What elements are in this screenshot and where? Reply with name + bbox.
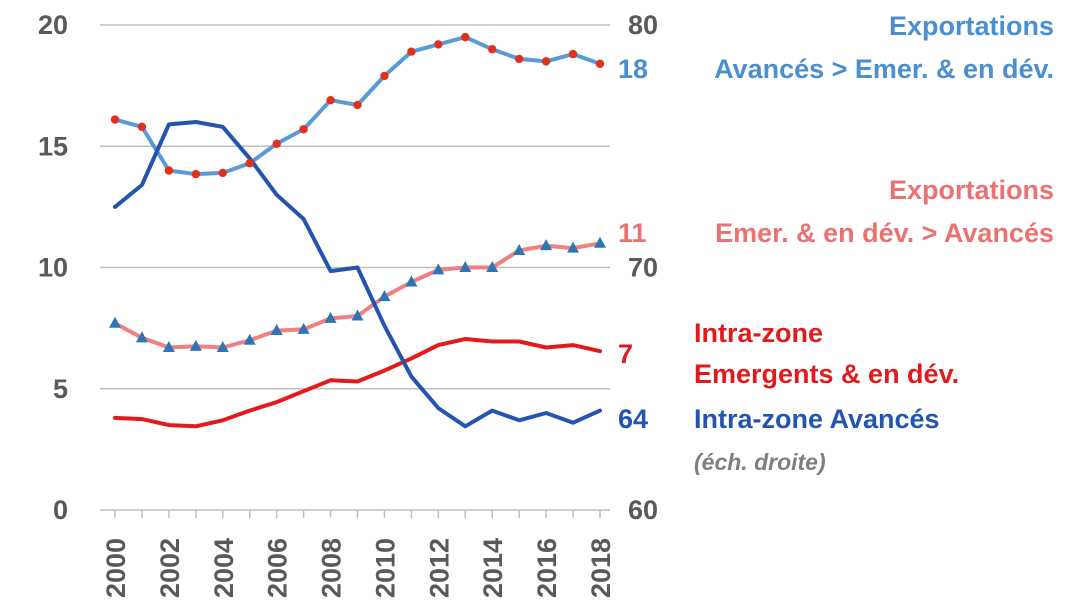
data-point-1 [594,236,606,248]
series-end-value: 7 [618,339,633,369]
data-point-0 [595,59,605,68]
x-tick-label: 2002 [155,538,185,598]
data-point-1 [459,261,472,272]
series-line-1 [113,241,602,350]
x-tick-label: 2012 [424,538,454,598]
axis-note: (éch. droite) [694,449,826,475]
data-point-0 [353,100,362,110]
data-point-0 [434,40,443,49]
x-tick-label: 2000 [101,538,131,598]
data-point-1 [297,322,310,334]
data-point-0 [191,169,201,179]
data-point-0 [137,122,147,132]
data-point-1 [351,309,364,321]
data-point-1 [189,339,202,351]
series-line-3 [113,120,602,429]
series-line-2 [113,337,602,429]
series-end-value: 64 [618,404,648,434]
y-right-tick-label: 70 [628,253,658,283]
data-point-1 [135,331,148,343]
series-markers [109,32,606,353]
x-tick-label: 2016 [532,538,562,598]
data-point-0 [514,54,524,64]
data-point-0 [380,71,389,81]
x-tick-label: 2018 [586,538,616,598]
gridlines [100,24,610,390]
data-point-1 [432,263,445,275]
data-point-1 [109,316,121,328]
series-label: Emergents & en dév. [694,359,959,389]
data-point-0 [218,168,227,178]
series-label: Intra-zone Avancés [694,404,940,434]
data-point-0 [110,115,120,124]
x-tick-label: 2006 [263,538,293,598]
series-label: Avancés > Emer. & en dév. [714,54,1054,84]
data-point-1 [324,311,337,323]
y-left-tick-label: 0 [53,495,68,525]
series-lines [113,35,602,429]
x-tick-label: 2014 [478,538,508,598]
y-left-tick-label: 10 [38,253,68,283]
data-point-0 [245,159,254,168]
data-point-0 [326,95,335,105]
data-point-0 [541,57,551,66]
data-point-0 [407,47,416,56]
series-label: Intra-zone [694,318,823,348]
data-point-1 [405,275,418,287]
data-point-1 [378,290,391,302]
x-tick-label: 2004 [209,538,239,598]
data-point-1 [513,244,526,256]
series-label: Emer. & en dév. > Avancés [715,218,1054,248]
y-right-tick-label: 80 [628,10,658,40]
series-label: Exportations [889,11,1054,41]
x-tick-label: 2010 [370,538,400,598]
series-label: Exportations [889,175,1054,205]
data-point-1 [540,239,553,251]
y-right-tick-label: 60 [628,495,658,525]
y-left-tick-label: 15 [38,131,68,161]
series-end-value: 11 [618,218,647,248]
data-point-0 [164,166,174,175]
y-left-tick-label: 20 [38,10,68,40]
x-axis: 2000 2002 2004 2006 2008 2010 2012 2014 2016 2018 [100,509,616,598]
series-end-value: 18 [618,54,648,84]
series-labels: 18 Exportations Avancés > Emer. & en dév. 1… [618,11,1054,475]
y-left-tick-label: 5 [53,374,68,404]
data-point-0 [488,45,497,54]
data-point-1 [486,261,499,272]
left-axis-ticks: 0 5 10 15 20 [38,10,68,525]
data-point-1 [270,324,283,336]
data-point-0 [272,139,281,149]
data-point-0 [461,32,470,42]
data-point-1 [162,341,175,353]
right-axis-ticks: 60 70 80 [628,10,658,525]
data-point-1 [216,341,229,353]
data-point-1 [567,241,580,253]
data-point-0 [568,49,578,59]
x-tick-label: 2008 [317,538,347,598]
data-point-0 [299,125,308,134]
data-point-1 [243,333,256,345]
